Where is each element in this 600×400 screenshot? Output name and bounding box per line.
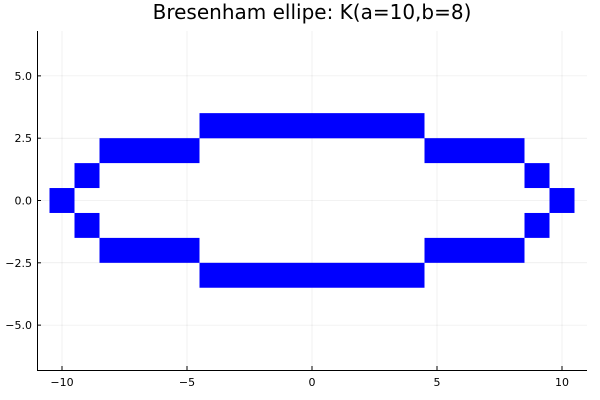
data-point xyxy=(174,138,200,164)
data-point xyxy=(49,188,75,213)
data-point xyxy=(299,262,325,288)
data-point xyxy=(249,113,275,139)
data-point xyxy=(149,138,175,164)
data-point xyxy=(249,262,275,288)
data-point xyxy=(99,237,125,263)
y-tick-label: 5.0 xyxy=(15,70,33,83)
y-tick-label: 2.5 xyxy=(15,132,33,145)
data-point xyxy=(374,262,400,288)
data-point xyxy=(274,113,300,139)
x-tick-label: 5 xyxy=(434,376,441,389)
data-point xyxy=(349,113,375,139)
data-point xyxy=(74,163,100,189)
data-point xyxy=(449,138,475,164)
data-point xyxy=(299,113,325,139)
marks-layer xyxy=(49,113,575,288)
data-point xyxy=(449,237,475,263)
data-point xyxy=(424,138,450,164)
data-point xyxy=(499,237,525,263)
x-tick-label: −5 xyxy=(179,376,195,389)
data-point xyxy=(524,212,550,238)
x-tick-label: −10 xyxy=(50,376,73,389)
ticks-layer: −10 −5 0 5 10 −5.0 −2.5 0.0 2.5 5.0 xyxy=(5,70,569,389)
y-tick-label: 0.0 xyxy=(15,195,33,208)
data-point xyxy=(324,113,350,139)
data-point xyxy=(274,262,300,288)
data-point xyxy=(174,237,200,263)
data-point xyxy=(199,262,225,288)
data-point xyxy=(74,212,100,238)
data-point xyxy=(199,113,225,139)
data-point xyxy=(124,138,150,164)
data-point xyxy=(524,163,550,189)
x-tick-label: 10 xyxy=(555,376,569,389)
data-point xyxy=(349,262,375,288)
data-point xyxy=(399,113,425,139)
data-point xyxy=(424,237,450,263)
data-point xyxy=(374,113,400,139)
y-tick-label: −5.0 xyxy=(5,319,32,332)
data-point xyxy=(399,262,425,288)
data-point xyxy=(499,138,525,164)
data-point xyxy=(324,262,350,288)
data-point xyxy=(224,113,250,139)
data-point xyxy=(474,138,500,164)
data-point xyxy=(149,237,175,263)
chart-title: Bresenham ellipe: K(a=10,b=8) xyxy=(153,0,472,24)
data-point xyxy=(124,237,150,263)
data-point xyxy=(99,138,125,164)
data-point xyxy=(224,262,250,288)
data-point xyxy=(549,188,575,213)
data-point xyxy=(474,237,500,263)
y-tick-label: −2.5 xyxy=(5,257,32,270)
x-tick-label: 0 xyxy=(309,376,316,389)
